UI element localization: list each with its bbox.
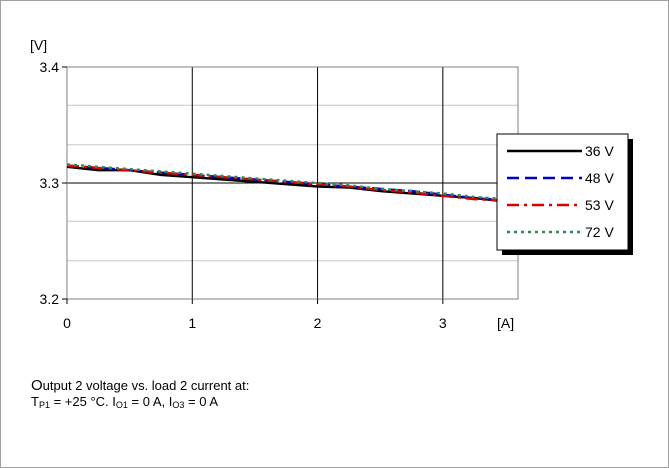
legend-box bbox=[496, 133, 629, 251]
caption-first-letter: O bbox=[31, 377, 43, 394]
legend-label-1: 48 V bbox=[585, 170, 614, 186]
x-tick-label-0: 0 bbox=[63, 315, 71, 331]
caption-line-2: TP1 = +25 °C. IO1 = 0 A, IO3 = 0 A bbox=[31, 394, 249, 413]
x-tick-label-2: 2 bbox=[314, 315, 322, 331]
x-tick-label-1: 1 bbox=[188, 315, 196, 331]
x-axis-unit: [A] bbox=[497, 315, 514, 331]
current-3-value: = 0 A bbox=[184, 394, 219, 409]
x-tick-label-3: 3 bbox=[439, 315, 447, 331]
legend-label-0: 36 V bbox=[585, 143, 614, 159]
series-line-72-v bbox=[66, 163, 519, 203]
series-lines bbox=[66, 163, 519, 204]
temperature-value: = +25 °C. bbox=[49, 394, 113, 409]
current-3-symbol: I bbox=[168, 394, 173, 409]
legend-label-2: 53 V bbox=[585, 197, 614, 213]
chart-caption: Output 2 voltage vs. load 2 current at: … bbox=[31, 378, 249, 413]
y-tick-label-0: 3.2 bbox=[40, 291, 60, 307]
legend: 36 V 48 V 53 V 72 V bbox=[496, 133, 633, 255]
current-3-subscript: O3 bbox=[172, 400, 185, 410]
current-1-symbol: I bbox=[112, 394, 116, 409]
current-1-subscript: O1 bbox=[115, 400, 128, 410]
legend-label-3: 72 V bbox=[585, 224, 614, 240]
y-tick-label-2: 3.4 bbox=[40, 59, 60, 75]
y-tick-label-1: 3.3 bbox=[40, 175, 60, 191]
temperature-symbol: T bbox=[31, 394, 39, 409]
y-axis-unit: [V] bbox=[30, 37, 47, 53]
temperature-subscript: P1 bbox=[38, 400, 50, 410]
caption-line-1: Output 2 voltage vs. load 2 current at: bbox=[31, 378, 249, 394]
axis-ticks: 3.2 3.3 3.4 0 1 2 3 bbox=[40, 59, 447, 331]
current-1-value: = 0 A, bbox=[127, 394, 169, 409]
caption-line-1-text: utput 2 voltage vs. load 2 current at: bbox=[42, 378, 250, 393]
